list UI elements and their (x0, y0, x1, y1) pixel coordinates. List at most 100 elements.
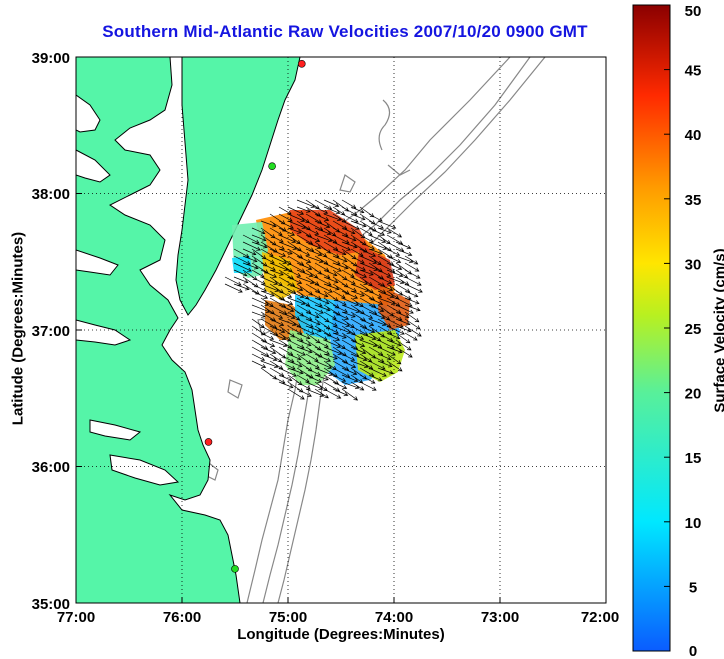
velocity-arrow (359, 290, 376, 301)
velocity-arrow (314, 339, 329, 348)
velocity-arrow (287, 227, 302, 234)
velocity-arrow (287, 269, 302, 277)
velocity-arrow (341, 332, 358, 343)
velocity-arrow (386, 325, 405, 335)
velocity-arrow (278, 234, 297, 243)
velocity-arrow (278, 269, 295, 280)
velocity-arrow (386, 332, 401, 340)
station-marker (297, 60, 306, 68)
velocity-arrow (260, 220, 277, 228)
colorbar-tick-label: 35 (685, 192, 702, 209)
velocity-arrow (287, 346, 306, 356)
velocity-arrow (278, 332, 292, 342)
velocity-arrow (314, 220, 331, 229)
velocity-arrow (287, 388, 305, 400)
velocity-arrow (269, 255, 288, 264)
velocity-arrow (359, 332, 377, 341)
velocity-arrow (251, 227, 266, 235)
velocity-arrow (305, 311, 320, 319)
velocity-arrow (332, 353, 349, 364)
velocity-arrow (341, 220, 360, 230)
velocity-arrow (332, 311, 350, 320)
velocity-arrow (287, 283, 304, 292)
velocity-arrow (251, 297, 270, 306)
velocity-arrow (323, 374, 340, 385)
velocity-arrow (404, 304, 421, 312)
velocity-arrow (377, 360, 393, 368)
x-tick-label: 77:00 (57, 609, 95, 626)
velocity-arrow (404, 262, 420, 272)
velocity-arrow (242, 262, 259, 270)
y-tick-label: 39:00 (32, 50, 70, 67)
velocity-arrow (332, 318, 351, 327)
velocity-arrow (233, 262, 252, 272)
velocity-arrow (314, 374, 329, 381)
velocity-arrow (251, 283, 267, 292)
velocity-arrow (386, 269, 404, 278)
velocity-arrow (260, 339, 276, 347)
velocity-arrow (368, 269, 385, 280)
velocity-arrow (332, 248, 347, 256)
velocity-arrow (395, 318, 411, 326)
velocity-arrow (377, 346, 396, 356)
velocity-arrow (332, 255, 348, 263)
velocity-arrow (314, 248, 328, 258)
velocity-arrow (269, 269, 284, 276)
velocity-arrow (404, 290, 419, 298)
velocity-arrow (395, 339, 412, 351)
velocity-arrow (386, 262, 403, 271)
velocity-arrow (395, 311, 410, 319)
velocity-arrow (359, 248, 377, 257)
velocity-arrow (377, 367, 394, 375)
velocity-arrow (278, 290, 293, 298)
velocity-arrow (377, 311, 391, 321)
velocity-patch (378, 285, 410, 330)
velocity-arrow (314, 360, 333, 369)
velocity-arrow (314, 297, 330, 305)
velocity-arrow (404, 318, 421, 330)
velocity-arrow (386, 339, 402, 347)
velocity-arrow (305, 360, 320, 369)
velocity-arrow (323, 325, 339, 334)
velocity-arrows (224, 199, 423, 401)
velocity-arrow (269, 241, 285, 250)
velocity-arrow (296, 346, 313, 354)
x-tick-label: 76:00 (163, 609, 201, 626)
velocity-arrow (395, 325, 412, 333)
velocity-arrow (350, 332, 365, 340)
velocity-arrow (305, 234, 321, 242)
velocity-arrow (341, 388, 359, 401)
velocity-arrow (242, 248, 257, 256)
velocity-arrow (305, 241, 322, 250)
velocity-arrow (350, 255, 365, 264)
velocity-arrow (368, 297, 384, 305)
velocity-arrow (341, 297, 360, 306)
velocity-arrow (368, 304, 385, 313)
velocity-arrow (278, 213, 293, 222)
velocity-arrow (296, 248, 311, 256)
velocity-arrow (323, 318, 338, 327)
velocity-arrow (287, 367, 304, 375)
velocity-arrow (296, 262, 313, 271)
velocity-arrow (377, 269, 392, 277)
velocity-arrow (323, 339, 342, 348)
velocity-arrow (350, 374, 364, 384)
velocity-arrow (278, 381, 294, 389)
velocity-arrow (368, 213, 383, 222)
map-title: Southern Mid-Atlantic Raw Velocities 200… (102, 22, 588, 41)
velocity-arrow (350, 339, 366, 347)
x-axis-label: Longitude (Degrees:Minutes) (237, 626, 445, 643)
colorbar-tick-label: 15 (685, 450, 702, 467)
velocity-arrow (260, 276, 279, 285)
velocity-arrow (269, 318, 285, 326)
velocity-arrow (233, 283, 250, 291)
velocity-arrow (368, 248, 383, 255)
velocity-arrow (395, 304, 414, 314)
velocity-arrow (260, 255, 275, 264)
velocity-arrow (305, 304, 324, 314)
velocity-arrow (368, 234, 387, 243)
y-tick-label: 37:00 (32, 323, 70, 340)
x-tick-marks (75, 597, 607, 603)
velocity-arrow (287, 276, 303, 284)
